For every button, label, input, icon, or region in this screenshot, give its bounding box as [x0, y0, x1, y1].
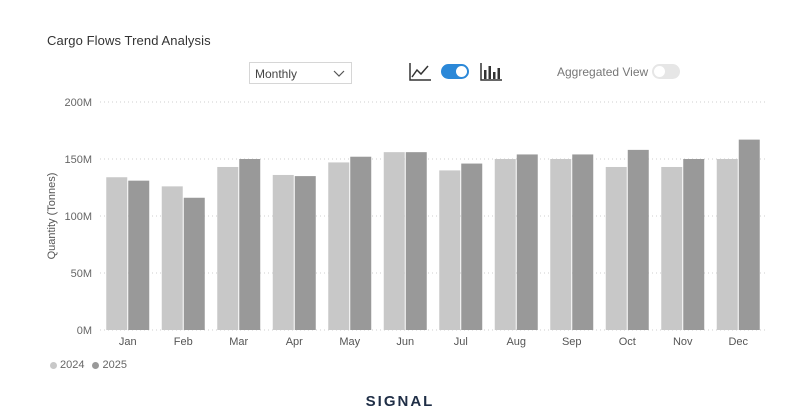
bar-2024-feb[interactable] [161, 186, 183, 330]
legend-label-2024: 2024 [60, 359, 85, 371]
bar-2024-aug[interactable] [494, 159, 516, 330]
y-tick-label: 100M [64, 211, 92, 223]
legend-item-2025[interactable]: 2025 [92, 359, 127, 371]
bar-2024-apr[interactable] [272, 174, 294, 330]
bar-2025-apr[interactable] [294, 176, 316, 330]
legend-item-2024[interactable]: 2024 [50, 359, 84, 371]
bar-2025-oct[interactable] [627, 149, 649, 330]
line-chart-icon[interactable] [408, 62, 432, 82]
bar-2025-mar[interactable] [239, 159, 261, 330]
chart-legend: 2024 2025 [50, 359, 127, 371]
chart-card: Cargo Flows Trend Analysis Monthly Aggre… [46, 33, 766, 371]
x-tick-label: Oct [619, 336, 636, 348]
bar-2025-sep[interactable] [572, 154, 594, 330]
bar-2024-may[interactable] [328, 162, 350, 330]
x-tick-label: Feb [174, 336, 193, 348]
bar-2024-oct[interactable] [605, 166, 627, 330]
x-tick-label: Aug [506, 336, 526, 348]
y-tick-label: 200M [64, 97, 92, 109]
bar-2025-jan[interactable] [128, 180, 150, 330]
bar-2024-nov[interactable] [661, 166, 683, 330]
x-tick-label: Jul [454, 336, 468, 348]
legend-dot-2024 [50, 361, 57, 369]
x-tick-label: Jun [396, 336, 414, 348]
y-axis-label: Quantity (Tonnes) [46, 173, 58, 260]
chart-type-toggle-knob [456, 66, 467, 77]
bar-2025-may[interactable] [350, 156, 372, 330]
legend-label-2025: 2025 [102, 359, 127, 371]
aggregated-view-label: Aggregated View [557, 65, 649, 79]
x-tick-label: May [339, 336, 360, 348]
bar-2025-jun[interactable] [405, 152, 427, 330]
y-tick-label: 150M [64, 154, 92, 166]
x-tick-label: Dec [728, 336, 748, 348]
bar-2024-jan[interactable] [106, 177, 128, 330]
bar-2024-jun[interactable] [383, 152, 405, 330]
bar-chart: 0M 50M 100M 150M 200M Quantity (Tonnes) Jan Feb… [46, 97, 766, 348]
aggregated-view-toggle-knob [654, 66, 665, 77]
y-tick-label: 50M [71, 268, 92, 280]
signal-logo: SIGNAL [365, 393, 435, 410]
chart-type-toggle[interactable] [441, 64, 469, 79]
bar-2024-sep[interactable] [550, 159, 572, 330]
bar-2025-feb[interactable] [183, 197, 205, 330]
bar-2025-aug[interactable] [516, 154, 538, 330]
chevron-down-icon [333, 70, 345, 77]
x-tick-label: Mar [229, 336, 248, 348]
legend-dot-2025 [92, 361, 100, 369]
x-tick-label: Apr [286, 336, 303, 348]
x-tick-label: Nov [673, 336, 693, 348]
page-title: Cargo Flows Trend Analysis [47, 33, 211, 48]
bar-chart-icon[interactable] [479, 62, 503, 82]
bar-2025-jul[interactable] [461, 163, 483, 330]
period-dropdown-value: Monthly [255, 67, 298, 81]
footer [0, 383, 800, 419]
bar-2024-mar[interactable] [217, 166, 239, 330]
x-tick-label: Jan [119, 336, 137, 348]
bar-2025-dec[interactable] [738, 139, 760, 330]
period-dropdown[interactable]: Monthly [249, 62, 352, 84]
y-tick-label: 0M [77, 325, 92, 337]
aggregated-view-toggle[interactable] [652, 64, 680, 79]
bar-2024-jul[interactable] [439, 170, 461, 330]
x-tick-label: Sep [562, 336, 582, 348]
bar-2025-nov[interactable] [683, 159, 705, 330]
bar-2024-dec[interactable] [716, 159, 738, 330]
